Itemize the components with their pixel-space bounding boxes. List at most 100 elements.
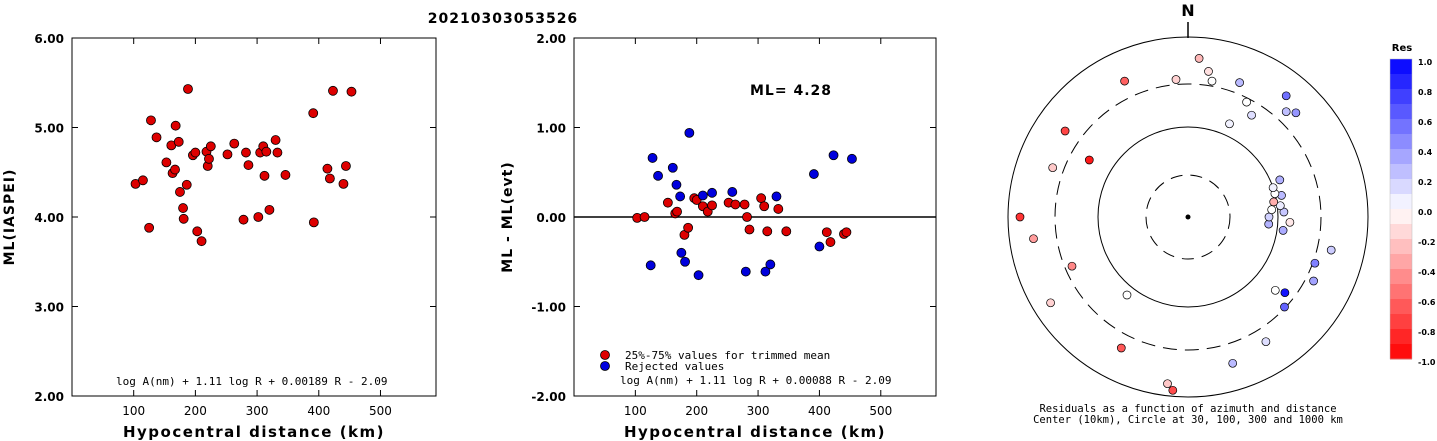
residual-y-axis-label: ML - ML(evt)	[500, 161, 516, 272]
colorbar-cell	[1390, 179, 1412, 195]
magnitude-data-point	[280, 170, 291, 180]
residual-data-point	[771, 191, 782, 202]
magnitude-data-point	[308, 217, 319, 228]
colorbar-tick-label: 0.4	[1418, 148, 1433, 157]
magnitude-data-point	[229, 138, 240, 149]
station-residual-point	[1067, 261, 1077, 271]
magnitude-data-point	[204, 153, 214, 164]
colorbar-title: Res	[1392, 43, 1412, 54]
residual-data-point	[760, 266, 771, 277]
ring-300km	[1054, 83, 1322, 351]
magnitude-data-point	[144, 222, 155, 233]
magnitude-data-point	[146, 115, 156, 126]
magnitude-data-point	[222, 149, 233, 160]
north-label: N	[1181, 1, 1194, 20]
colorbar-cell	[1390, 74, 1412, 90]
residual-y-tick-label: 1.00	[536, 122, 566, 136]
magnitude-data-point	[181, 179, 192, 190]
residual-x-axis-label: Hypocentral distance (km)	[624, 423, 886, 441]
residual-panel: 100 200 300 400 500 -2.00 -1.00 0.00 1.00 2.00 Hy…	[500, 32, 937, 441]
residual-data-point	[814, 241, 825, 252]
residual-x-tick-label: 100	[624, 404, 647, 418]
residual-y-tick-label: -1.00	[531, 301, 566, 315]
station-residual-point	[1194, 54, 1204, 63]
magnitude-data-point	[170, 120, 181, 131]
residual-data-point	[765, 259, 776, 270]
station-residual-point	[1281, 107, 1291, 117]
colorbar-cell	[1390, 59, 1412, 75]
residual-data-point	[684, 127, 695, 138]
colorbar-cell	[1390, 299, 1412, 315]
station-residual-point	[1261, 337, 1271, 347]
residual-data-point	[671, 179, 682, 190]
magnitude-x-tick-label: 300	[246, 404, 269, 418]
residual-axes: 100 200 300 400 500 -2.00 -1.00 0.00 1.00 2.00	[531, 32, 936, 418]
magnitude-panel: 100 200 300 400 500 2.00 3.00 4.00 5.00 6.00 Hypo…	[2, 32, 437, 441]
residual-data-point	[825, 237, 836, 247]
colorbar-cell	[1390, 284, 1412, 300]
residual-data-point	[781, 226, 792, 237]
station-residual-point	[1168, 385, 1178, 395]
station-residual-point	[1291, 108, 1301, 118]
legend-trimmed-mean-label: 25%-75% values for trimmed mean	[625, 349, 830, 362]
magnitude-x-tick-label: 500	[369, 404, 392, 418]
epicenter-dot	[1185, 214, 1191, 220]
magnitude-data-point	[196, 236, 207, 247]
residual-x-tick-label: 300	[747, 404, 770, 418]
magnitude-y-axis-label: ML(IASPEI)	[2, 169, 18, 266]
magnitude-data-point	[324, 173, 335, 184]
magnitude-data-point	[173, 136, 184, 147]
magnitude-x-tick-label: 200	[184, 404, 207, 418]
ring-100km	[1097, 126, 1279, 308]
colorbar-cells	[1389, 58, 1413, 360]
colorbar-cell	[1390, 89, 1412, 105]
station-residual-point	[1235, 78, 1244, 87]
colorbar-tick-label: -0.8	[1418, 328, 1436, 337]
colorbar-cell	[1390, 104, 1412, 120]
magnitude-data-point	[338, 178, 349, 189]
station-residual-point	[1267, 205, 1277, 215]
magnitude-data-point	[241, 147, 251, 158]
station-residual-point	[1225, 119, 1234, 129]
station-residual-point	[1029, 234, 1038, 244]
legend-rejected-marker	[600, 361, 610, 371]
colorbar-outline	[1389, 58, 1413, 360]
magnitude-data-point	[178, 203, 188, 213]
magnitude-data-point	[190, 147, 201, 158]
station-residual-point	[1268, 183, 1278, 193]
station-residual-point	[1120, 76, 1129, 86]
colorbar-cell	[1390, 164, 1412, 180]
station-residual-point	[1264, 212, 1274, 222]
magnitude-y-tick-label: 3.00	[34, 301, 64, 315]
magnitude-formula: log A(nm) + 1.11 log R + 0.00189 R - 2.0…	[116, 375, 388, 388]
station-residual-point	[1270, 285, 1280, 295]
residual-data-point	[697, 190, 708, 201]
magnitude-data-point	[170, 164, 180, 175]
station-residual-point	[1204, 67, 1213, 76]
magnitude-data-point	[322, 163, 333, 174]
residual-y-tick-label: -2.00	[531, 390, 566, 404]
colorbar-tick-label: -1.0	[1418, 358, 1436, 367]
magnitude-data-point	[205, 141, 216, 152]
colorbar-tick-label: 0.6	[1418, 118, 1433, 127]
residual-data-point	[744, 224, 755, 235]
station-residual-point	[1228, 358, 1238, 368]
colorbar-tick-label: 0.8	[1418, 88, 1433, 97]
magnitude-y-tick-label: 4.00	[34, 211, 64, 225]
colorbar-cell	[1390, 254, 1412, 270]
residual-data-point	[707, 200, 717, 211]
magnitude-x-tick-label: 100	[122, 404, 145, 418]
magnitude-data-point	[308, 108, 319, 119]
residual-data-point	[759, 201, 770, 212]
residual-data-point	[639, 212, 650, 222]
residual-data-point	[828, 150, 839, 161]
residual-data-point	[739, 199, 750, 210]
magnitude-data-point	[259, 170, 270, 181]
residual-data-point	[675, 191, 686, 202]
residual-x-tick-label: 400	[808, 404, 831, 418]
residual-y-tick-label: 0.00	[536, 211, 566, 225]
magnitude-y-tick-label: 5.00	[34, 122, 64, 136]
station-residual-point	[1242, 97, 1251, 107]
magnitude-data-point	[238, 214, 249, 225]
colorbar-cell	[1390, 314, 1412, 330]
